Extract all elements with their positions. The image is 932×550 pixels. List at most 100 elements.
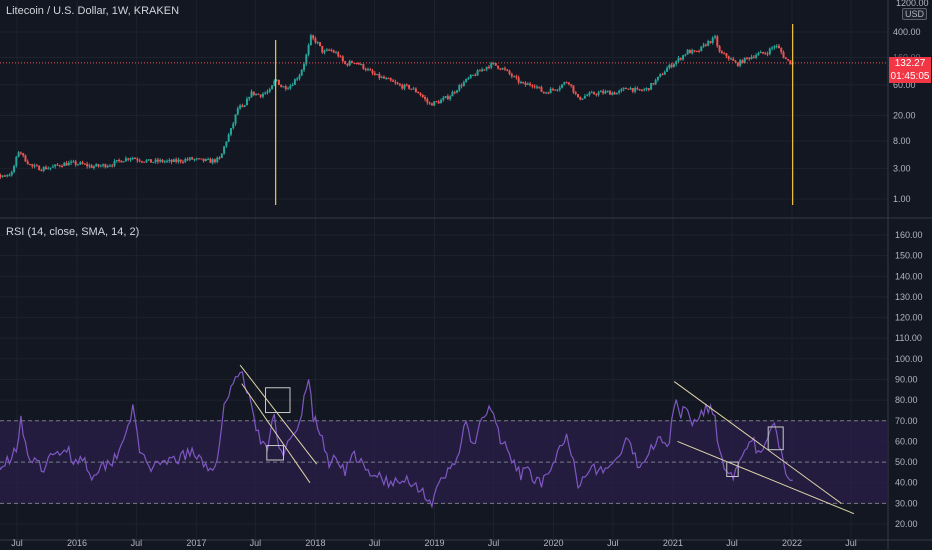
candle-body xyxy=(456,90,459,93)
candle-body xyxy=(42,167,45,171)
candle-body xyxy=(565,82,568,84)
candle-body xyxy=(56,164,59,166)
candle-body xyxy=(700,46,703,52)
candle-body xyxy=(675,61,678,65)
candle-body xyxy=(545,92,548,94)
candle-body xyxy=(606,91,609,93)
candle-body xyxy=(108,165,111,167)
candle-body xyxy=(213,159,216,162)
candle-body xyxy=(533,86,536,88)
candle-body xyxy=(766,53,769,55)
candle-body xyxy=(547,92,550,94)
candle-body xyxy=(129,158,132,160)
candle-body xyxy=(309,35,312,46)
candle-body xyxy=(668,64,671,69)
candle-body xyxy=(19,152,22,154)
rsi-tick-label: 60.00 xyxy=(895,436,918,446)
candle-body xyxy=(677,58,680,62)
candle-body xyxy=(730,58,733,60)
candle-body xyxy=(636,88,639,90)
candle-body xyxy=(736,62,739,66)
candle-body xyxy=(76,164,79,166)
candle-body xyxy=(577,93,580,98)
candle-body xyxy=(29,164,32,166)
candle-body xyxy=(67,162,70,166)
candle-body xyxy=(599,91,602,93)
rsi-tick-label: 90.00 xyxy=(895,375,918,385)
rsi-tick-label: 40.00 xyxy=(895,478,918,488)
time-tick-label: Jul xyxy=(845,538,857,548)
candle-body xyxy=(661,74,664,76)
candle-body xyxy=(638,89,641,91)
candle-body xyxy=(88,165,91,167)
candle-body xyxy=(193,159,196,161)
candle-body xyxy=(332,50,335,53)
candle-body xyxy=(462,82,465,87)
candle-body xyxy=(679,58,682,60)
candle-body xyxy=(360,64,363,66)
candle-body xyxy=(487,66,490,68)
candle-body xyxy=(266,91,269,93)
candle-body xyxy=(538,86,541,88)
currency-badge[interactable]: USD xyxy=(902,8,928,20)
candle-body xyxy=(718,46,721,52)
candle-body xyxy=(440,99,443,104)
candle-body xyxy=(761,51,764,54)
candle-body xyxy=(350,61,353,63)
candle-body xyxy=(40,170,43,172)
candle-body xyxy=(551,88,554,90)
candle-body xyxy=(663,71,666,75)
candle-body xyxy=(259,94,262,97)
candle-body xyxy=(471,74,474,76)
candle-body xyxy=(355,62,358,64)
candle-body xyxy=(734,60,737,63)
candle-body xyxy=(720,51,723,54)
rsi-tick-label: 130.00 xyxy=(895,292,923,302)
candle-body xyxy=(280,84,283,88)
candle-body xyxy=(250,91,253,98)
candle-body xyxy=(239,105,242,109)
candle-body xyxy=(271,85,274,90)
candle-body xyxy=(414,88,417,92)
candle-body xyxy=(298,75,301,79)
candle-body xyxy=(458,85,461,91)
candle-body xyxy=(220,153,223,158)
candle-body xyxy=(426,99,429,103)
candle-body xyxy=(741,60,744,64)
candle-body xyxy=(211,159,214,163)
candle-body xyxy=(672,64,675,67)
candles xyxy=(0,33,794,179)
candle-body xyxy=(163,161,166,163)
candle-body xyxy=(513,76,516,78)
candle-body xyxy=(314,38,317,43)
candle-body xyxy=(113,161,116,166)
candle-body xyxy=(634,88,637,92)
candle-body xyxy=(31,164,34,167)
candle-body xyxy=(554,89,557,91)
rsi-tick-label: 140.00 xyxy=(895,271,923,281)
candle-body xyxy=(65,162,68,166)
candle-body xyxy=(138,160,141,162)
rsi-tick-label: 110.00 xyxy=(895,333,922,343)
candle-body xyxy=(531,85,534,87)
candle-body xyxy=(307,45,310,55)
candle-body xyxy=(535,86,538,88)
candle-body xyxy=(207,158,210,160)
candle-body xyxy=(437,101,440,104)
candle-body xyxy=(519,81,522,83)
candle-body xyxy=(104,164,107,168)
candle-body xyxy=(90,165,93,168)
candle-body xyxy=(572,85,575,93)
trendline xyxy=(239,364,318,465)
candle-body xyxy=(613,92,616,95)
candle-body xyxy=(257,93,260,95)
time-tick-label: 2016 xyxy=(67,538,87,548)
candle-body xyxy=(629,88,632,90)
candle-body xyxy=(179,159,182,162)
rsi-tick-label: 30.00 xyxy=(895,498,918,508)
candle-body xyxy=(764,53,767,55)
candle-body xyxy=(282,86,285,88)
candle-body xyxy=(382,76,385,79)
time-tick-label: 2021 xyxy=(663,538,683,548)
